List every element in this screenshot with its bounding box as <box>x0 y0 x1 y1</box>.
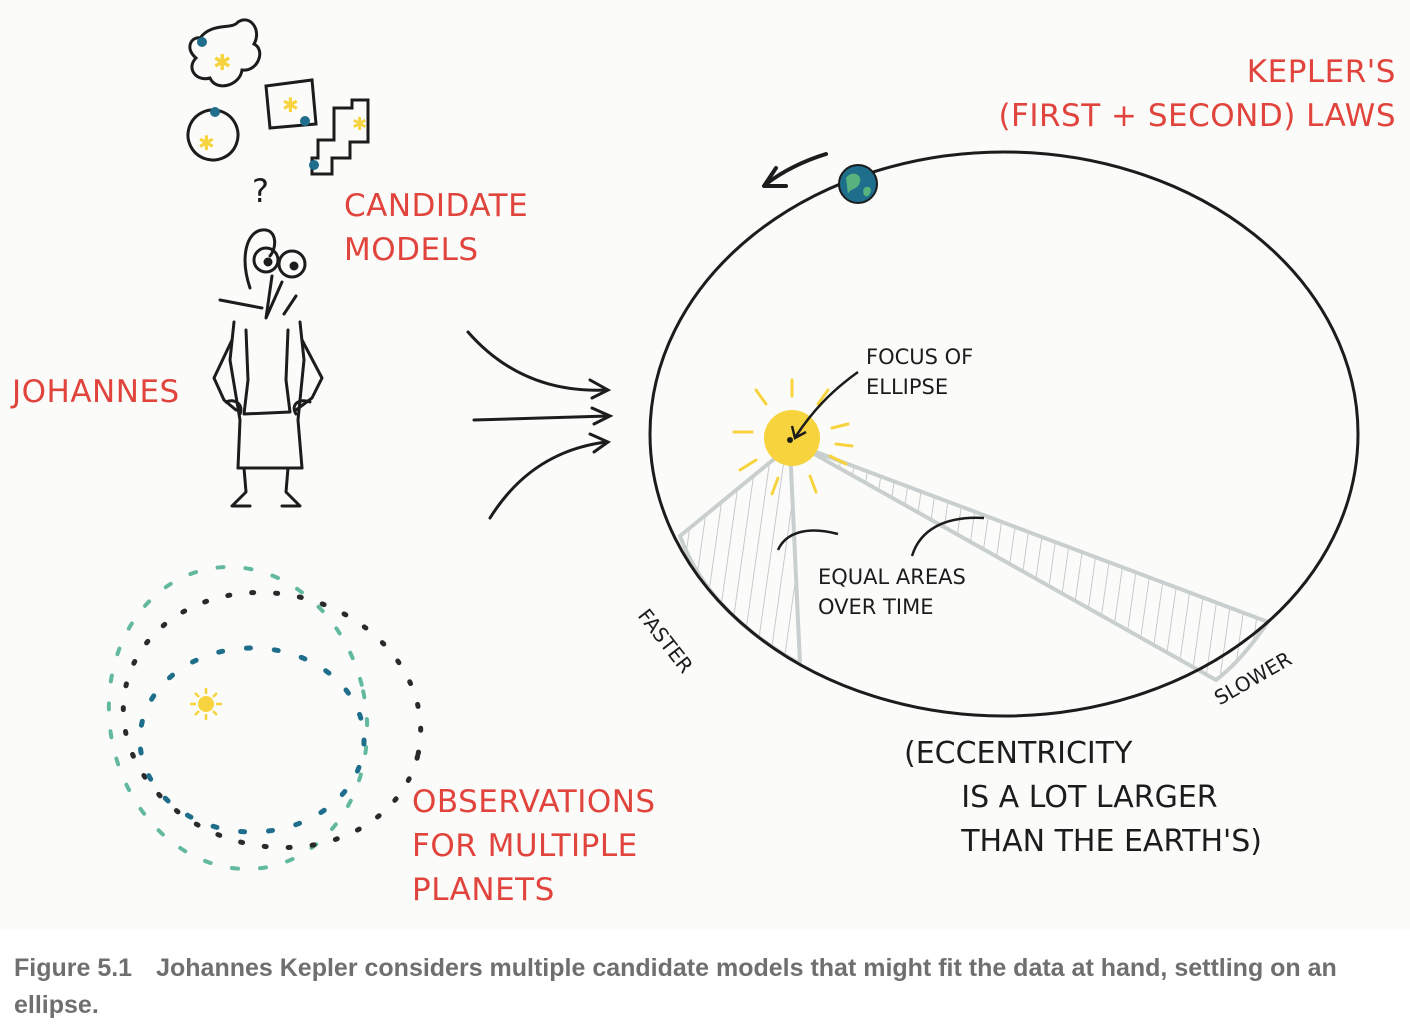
candidate-model-square: ✱ <box>264 78 318 130</box>
illustration: ✱ ✱ ✱ ✱ <box>12 18 1396 908</box>
caption-text: Johannes Kepler considers multiple candi… <box>14 954 1337 1019</box>
star-icon: ✱ <box>198 131 215 155</box>
star-icon: ✱ <box>282 93 299 117</box>
figure-number: Figure 5.1 <box>14 954 133 982</box>
area-wedge-faster <box>678 444 802 666</box>
equal-areas-label: EQUAL AREAS OVER TIME <box>818 565 966 619</box>
observation-orbits <box>106 564 424 872</box>
flow-arrows <box>466 330 614 520</box>
candidate-model-blob: ✱ <box>188 18 262 88</box>
kepler-ellipse-group <box>648 150 1360 718</box>
figure-caption: Figure 5.1 Johannes Kepler considers mult… <box>14 950 1404 1024</box>
question-mark: ? <box>252 172 269 210</box>
candidate-model-staircase: ✱ <box>309 98 370 176</box>
diagram-canvas: ✱ ✱ ✱ ✱ <box>106 18 1360 872</box>
direction-arrow-icon <box>762 152 828 188</box>
focus-label: FOCUS OF ELLIPSE <box>866 345 974 399</box>
star-icon: ✱ <box>352 114 367 135</box>
observations-label: OBSERVATIONS FOR MULTIPLE PLANETS <box>412 784 656 908</box>
equal-areas-pointer-left <box>776 529 839 551</box>
johannes-figure <box>212 228 324 508</box>
candidate-models-label: CANDIDATE MODELS <box>344 188 529 268</box>
sun-icon <box>190 688 222 720</box>
focus-pointer <box>794 370 859 437</box>
johannes-label: JOHANNES <box>12 374 180 410</box>
earth-icon <box>838 164 878 204</box>
eccentricity-note: (ECCENTRICITY IS A LOT LARGER THAN THE E… <box>904 736 1262 859</box>
star-icon: ✱ <box>213 51 231 76</box>
equal-areas-pointer-right <box>910 516 985 557</box>
candidate-model-circle: ✱ <box>186 107 240 162</box>
keplers-laws-label: KEPLER'S (FIRST + SECOND) LAWS <box>998 54 1396 134</box>
orbit-ellipse <box>648 150 1360 718</box>
